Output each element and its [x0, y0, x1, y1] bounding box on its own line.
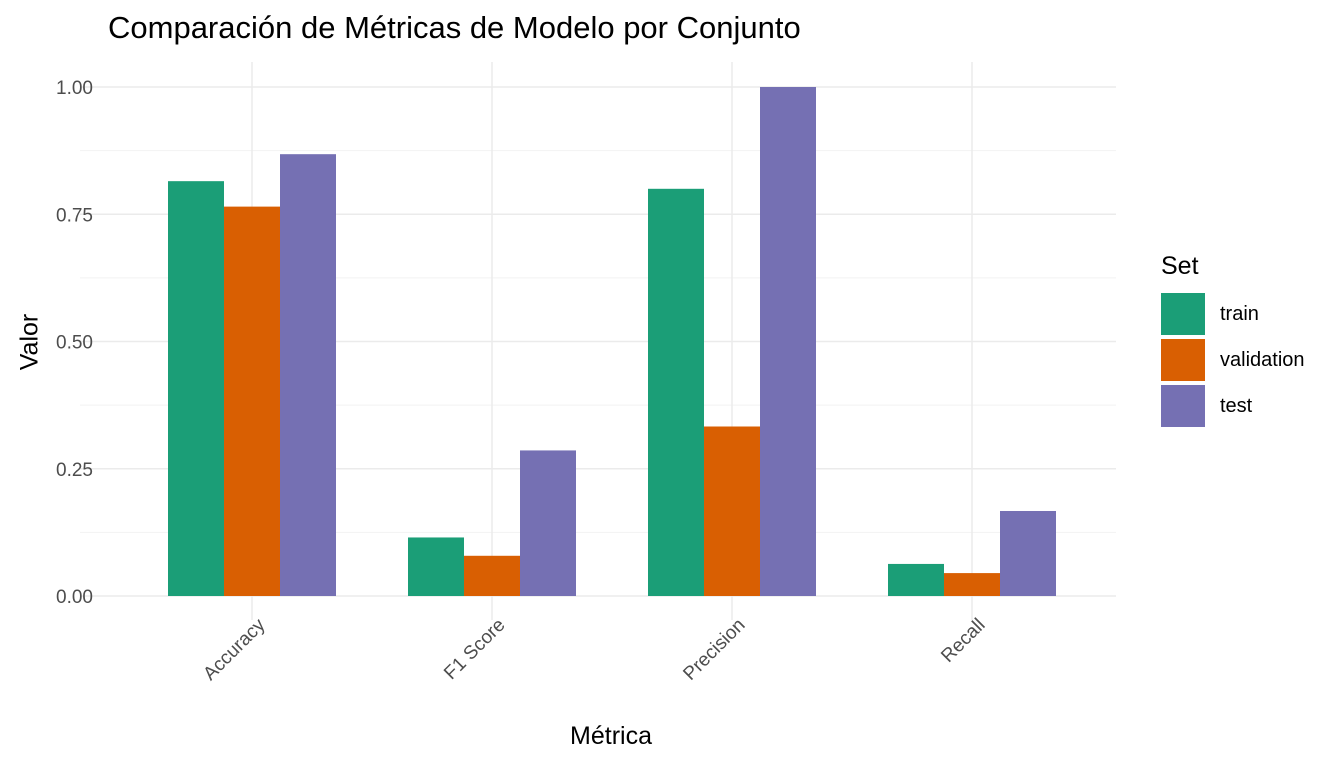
legend-title: Set — [1161, 252, 1199, 280]
legend-item-test: test — [1161, 383, 1305, 429]
legend-swatch-validation — [1161, 339, 1205, 381]
bars — [168, 87, 1056, 597]
x-axis-label: Métrica — [570, 722, 652, 750]
bar-validation-precision — [704, 426, 760, 596]
legend-label: test — [1220, 394, 1253, 417]
bar-train-recall — [888, 563, 944, 596]
y-axis-label: Valor — [15, 313, 44, 371]
bar-validation-f1-score — [464, 555, 520, 596]
legend-item-train: train — [1161, 291, 1305, 337]
x-axis: Accuracy F1 Score Precision Recall — [199, 614, 989, 684]
bar-test-f1-score — [520, 450, 576, 596]
bar-test-accuracy — [280, 154, 336, 597]
bar-test-recall — [1000, 510, 1056, 596]
bar-train-precision — [648, 188, 704, 597]
legend-label: train — [1220, 302, 1259, 325]
bar-validation-recall — [944, 573, 1000, 596]
chart-title: Comparación de Métricas de Modelo por Co… — [108, 10, 801, 45]
bar-train-f1-score — [408, 537, 464, 596]
legend-item-validation: validation — [1161, 337, 1305, 383]
y-tick-label: 0.25 — [56, 460, 93, 481]
y-tick-label: 0.50 — [56, 333, 93, 354]
legend: Set train validation test — [1161, 252, 1305, 429]
x-tick-label: F1 Score — [440, 615, 509, 684]
legend-swatch-train — [1161, 293, 1205, 335]
y-tick-label: 0.00 — [56, 587, 93, 608]
bar-test-precision — [760, 87, 816, 596]
x-tick-label: Accuracy — [199, 614, 269, 684]
bar-validation-accuracy — [224, 206, 280, 597]
y-tick-label: 1.00 — [56, 78, 93, 99]
y-tick-label: 0.75 — [56, 205, 93, 226]
legend-swatch-test — [1161, 385, 1205, 427]
y-axis: 0.00 0.25 0.50 0.75 1.00 — [56, 78, 93, 608]
legend-label: validation — [1220, 348, 1305, 371]
x-tick-label: Precision — [679, 615, 749, 685]
bar-train-accuracy — [168, 181, 224, 597]
x-tick-label: Recall — [937, 615, 989, 667]
